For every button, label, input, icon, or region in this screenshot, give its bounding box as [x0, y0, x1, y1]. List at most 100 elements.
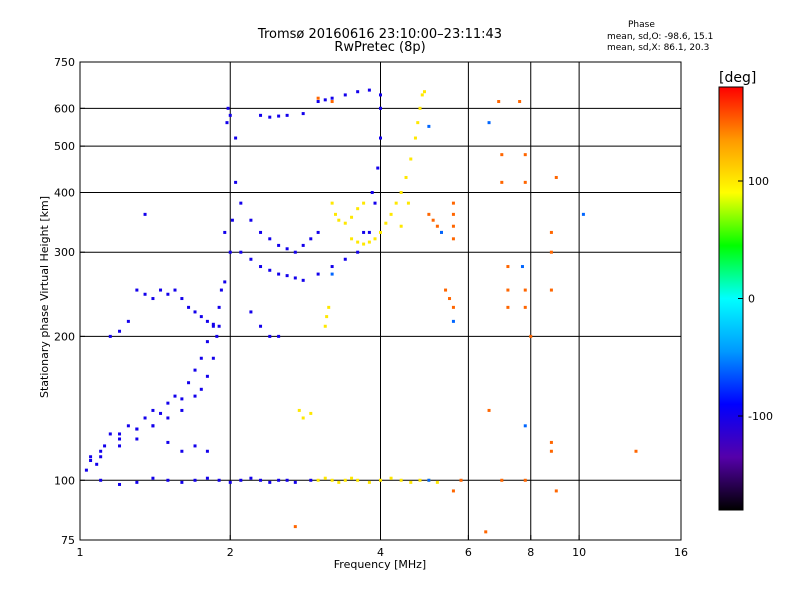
echo-point — [549, 449, 553, 453]
echo-point — [103, 444, 107, 448]
echo-point — [500, 180, 504, 184]
echo-points — [84, 88, 638, 534]
echo-point — [277, 114, 281, 118]
echo-point — [285, 274, 289, 278]
echo-point — [350, 476, 354, 480]
echo-point — [301, 416, 305, 420]
echo-point — [350, 215, 354, 219]
phase-stats-o-mode: mean, sd,O: -98.6, 15.1 — [607, 32, 714, 42]
echo-point — [451, 489, 455, 493]
echo-point — [373, 237, 377, 241]
echo-point — [379, 136, 382, 140]
echo-point — [362, 201, 366, 205]
echo-point — [180, 480, 184, 484]
echo-point — [484, 530, 488, 534]
echo-point — [215, 334, 219, 338]
echo-point — [451, 319, 455, 323]
echo-point — [343, 221, 347, 225]
phase-stats-x-mode: mean, sd,X: 86.1, 20.3 — [607, 43, 710, 53]
echo-point — [187, 305, 191, 309]
echo-point — [166, 401, 170, 405]
echo-point — [309, 237, 313, 241]
echo-point — [444, 288, 448, 292]
echo-point — [487, 121, 491, 125]
echo-point — [416, 121, 420, 125]
echo-point — [420, 93, 424, 97]
echo-point — [451, 237, 455, 241]
echo-point — [316, 100, 320, 104]
echo-point — [193, 310, 197, 314]
echo-point — [356, 240, 360, 244]
echo-point — [173, 288, 177, 292]
echo-point — [362, 230, 366, 234]
echo-point — [259, 324, 263, 328]
echo-point — [239, 478, 243, 482]
x-tick-label: 16 — [674, 546, 688, 559]
echo-point — [234, 180, 238, 184]
echo-point — [581, 212, 585, 216]
echo-point — [506, 305, 510, 309]
echo-point — [99, 478, 103, 482]
echo-point — [99, 449, 103, 453]
echo-point — [180, 297, 184, 301]
echo-point — [422, 90, 426, 94]
echo-point — [234, 136, 238, 140]
echo-point — [151, 408, 155, 412]
echo-point — [285, 247, 289, 251]
echo-point — [323, 476, 327, 480]
colorbar-tick-label: 100 — [748, 175, 769, 188]
echo-point — [399, 478, 403, 482]
echo-point — [523, 424, 527, 428]
phase-stats-title: Phase — [628, 20, 655, 30]
echo-point — [205, 340, 209, 344]
echo-point — [367, 88, 371, 92]
echo-point — [549, 250, 553, 254]
echo-point — [459, 478, 463, 482]
chart-title: Tromsø 20160616 23:10:00–23:11:43 — [257, 27, 503, 42]
echo-point — [135, 480, 139, 484]
echo-point — [529, 334, 533, 338]
echo-point — [293, 250, 297, 254]
echo-point — [228, 250, 232, 254]
echo-point — [135, 288, 139, 292]
echo-point — [523, 153, 527, 157]
echo-point — [228, 480, 232, 484]
echo-point — [166, 478, 170, 482]
echo-point — [193, 478, 197, 482]
echo-point — [166, 440, 170, 444]
echo-point — [223, 280, 227, 284]
echo-point — [217, 478, 221, 482]
echo-point — [518, 100, 522, 104]
echo-point — [418, 478, 422, 482]
echo-point — [330, 478, 334, 482]
colorbar-tick-label: -100 — [748, 410, 773, 423]
x-axis-ticks: 1 2 4 6 8 10 16 — [77, 535, 688, 559]
echo-point — [379, 478, 382, 482]
echo-point — [126, 424, 130, 428]
echo-point — [217, 324, 221, 328]
echo-point — [180, 408, 184, 412]
echo-point — [409, 157, 413, 161]
echo-point — [497, 100, 501, 104]
echo-point — [268, 480, 272, 484]
echo-point — [226, 106, 230, 110]
echo-point — [384, 221, 388, 225]
echo-point — [301, 243, 305, 247]
echo-point — [451, 305, 455, 309]
x-axis-label: Frequency [MHz] — [333, 558, 427, 571]
echo-point — [118, 437, 122, 441]
echo-point — [435, 224, 439, 228]
y-tick-label: 400 — [54, 186, 75, 199]
echo-point — [135, 427, 139, 431]
echo-point — [249, 218, 253, 222]
echo-point — [151, 476, 155, 480]
echo-point — [634, 449, 638, 453]
echo-point — [327, 305, 331, 309]
echo-point — [143, 292, 147, 296]
echo-point — [356, 478, 360, 482]
echo-point — [225, 121, 229, 125]
echo-point — [325, 315, 329, 319]
y-tick-label: 200 — [54, 330, 75, 343]
y-tick-label: 100 — [54, 474, 75, 487]
echo-point — [323, 324, 327, 328]
